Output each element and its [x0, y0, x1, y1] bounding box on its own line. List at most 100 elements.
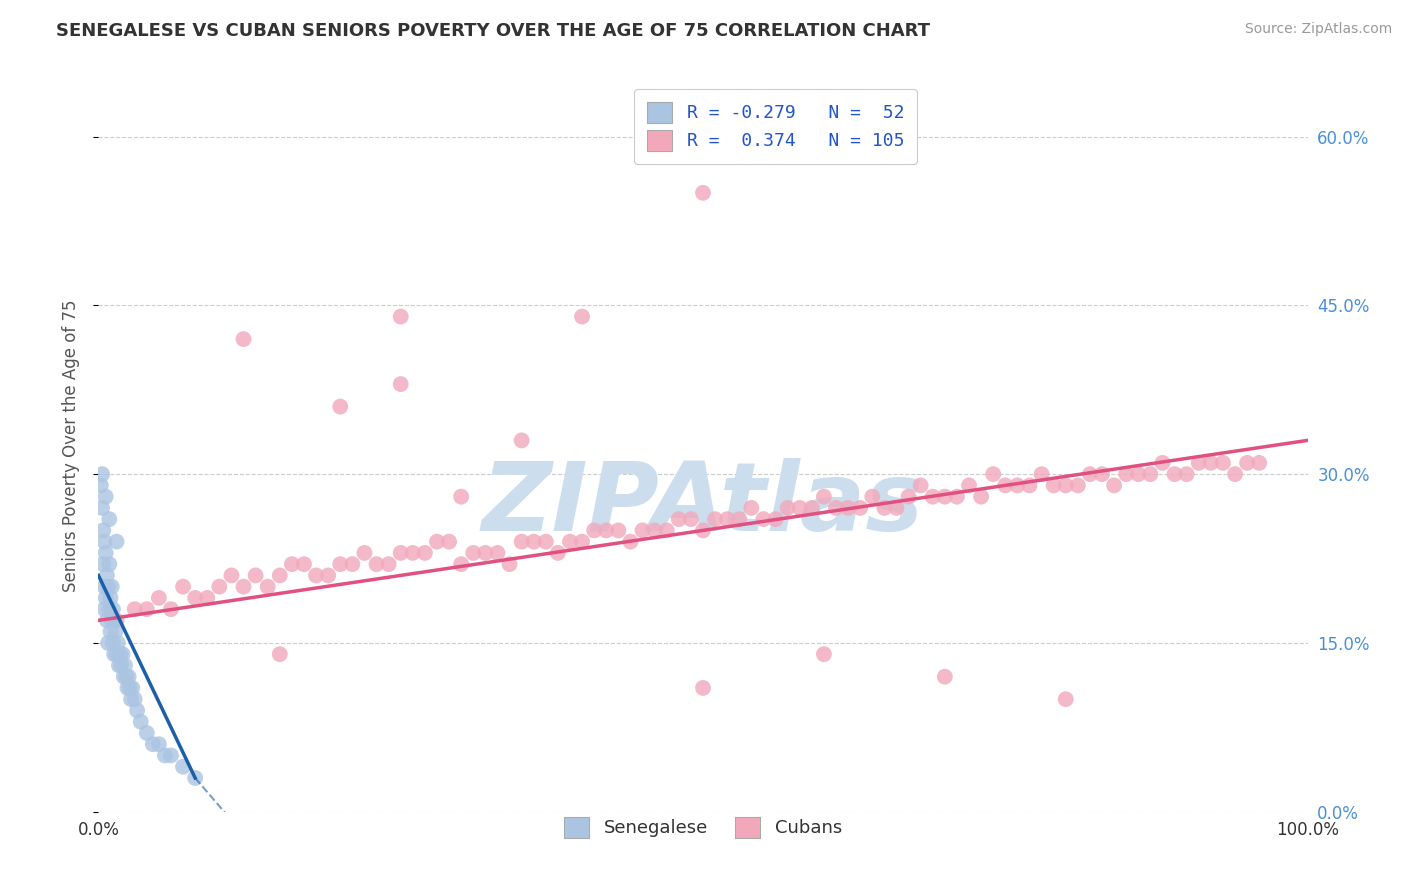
Point [728, 512, 751, 526]
Point [897, 490, 920, 504]
Point [498, 557, 520, 571]
Point [583, 524, 606, 538]
Point [813, 647, 835, 661]
Point [112, 670, 135, 684]
Point [655, 524, 678, 538]
Point [1007, 478, 1029, 492]
Point [934, 490, 956, 504]
Point [184, 591, 207, 605]
Point [607, 524, 630, 538]
Point [571, 310, 593, 324]
Point [752, 512, 775, 526]
Point [91, 467, 114, 482]
Point [510, 534, 533, 549]
Point [837, 500, 859, 515]
Legend: Senegalese, Cubans: Senegalese, Cubans [555, 807, 851, 847]
Point [849, 500, 872, 515]
Point [93, 534, 115, 549]
Point [523, 534, 546, 549]
Point [101, 602, 124, 616]
Point [873, 500, 896, 515]
Point [970, 490, 993, 504]
Point [172, 760, 194, 774]
Point [269, 647, 291, 661]
Point [269, 568, 291, 582]
Point [1139, 467, 1161, 482]
Point [450, 557, 472, 571]
Point [129, 714, 152, 729]
Point [716, 512, 738, 526]
Point [100, 591, 122, 605]
Point [108, 658, 131, 673]
Point [91, 500, 114, 515]
Point [329, 557, 352, 571]
Point [353, 546, 375, 560]
Point [921, 490, 943, 504]
Point [1067, 478, 1090, 492]
Point [100, 624, 122, 639]
Point [860, 490, 883, 504]
Point [957, 478, 980, 492]
Point [1018, 478, 1040, 492]
Point [740, 500, 762, 515]
Point [692, 186, 714, 200]
Point [644, 524, 666, 538]
Point [153, 748, 176, 763]
Point [115, 670, 138, 684]
Point [1188, 456, 1211, 470]
Point [1199, 456, 1222, 470]
Point [121, 681, 143, 695]
Text: ZIPAtlas: ZIPAtlas [482, 458, 924, 551]
Point [1249, 456, 1271, 470]
Point [402, 546, 425, 560]
Point [389, 546, 412, 560]
Point [1236, 456, 1258, 470]
Point [426, 534, 449, 549]
Point [124, 692, 146, 706]
Point [1054, 478, 1077, 492]
Point [1102, 478, 1125, 492]
Point [160, 748, 183, 763]
Point [195, 591, 218, 605]
Point [1078, 467, 1101, 482]
Point [813, 490, 835, 504]
Point [93, 580, 115, 594]
Point [256, 580, 278, 594]
Point [100, 614, 122, 628]
Point [105, 534, 128, 549]
Point [692, 524, 714, 538]
Point [172, 580, 194, 594]
Point [105, 614, 128, 628]
Point [668, 512, 690, 526]
Point [118, 681, 141, 695]
Point [450, 490, 472, 504]
Text: Source: ZipAtlas.com: Source: ZipAtlas.com [1244, 22, 1392, 37]
Point [934, 670, 956, 684]
Point [510, 434, 533, 448]
Point [765, 512, 787, 526]
Point [111, 647, 134, 661]
Point [90, 478, 112, 492]
Point [94, 591, 117, 605]
Point [94, 490, 117, 504]
Point [994, 478, 1017, 492]
Point [704, 512, 727, 526]
Point [96, 614, 118, 628]
Point [389, 310, 412, 324]
Point [547, 546, 569, 560]
Point [825, 500, 848, 515]
Point [692, 681, 714, 695]
Point [1163, 467, 1185, 482]
Point [91, 557, 114, 571]
Point [160, 602, 183, 616]
Point [437, 534, 460, 549]
Point [886, 500, 908, 515]
Point [93, 602, 115, 616]
Point [118, 670, 141, 684]
Point [97, 636, 120, 650]
Point [631, 524, 654, 538]
Point [221, 568, 243, 582]
Point [486, 546, 509, 560]
Point [316, 568, 339, 582]
Point [981, 467, 1004, 482]
